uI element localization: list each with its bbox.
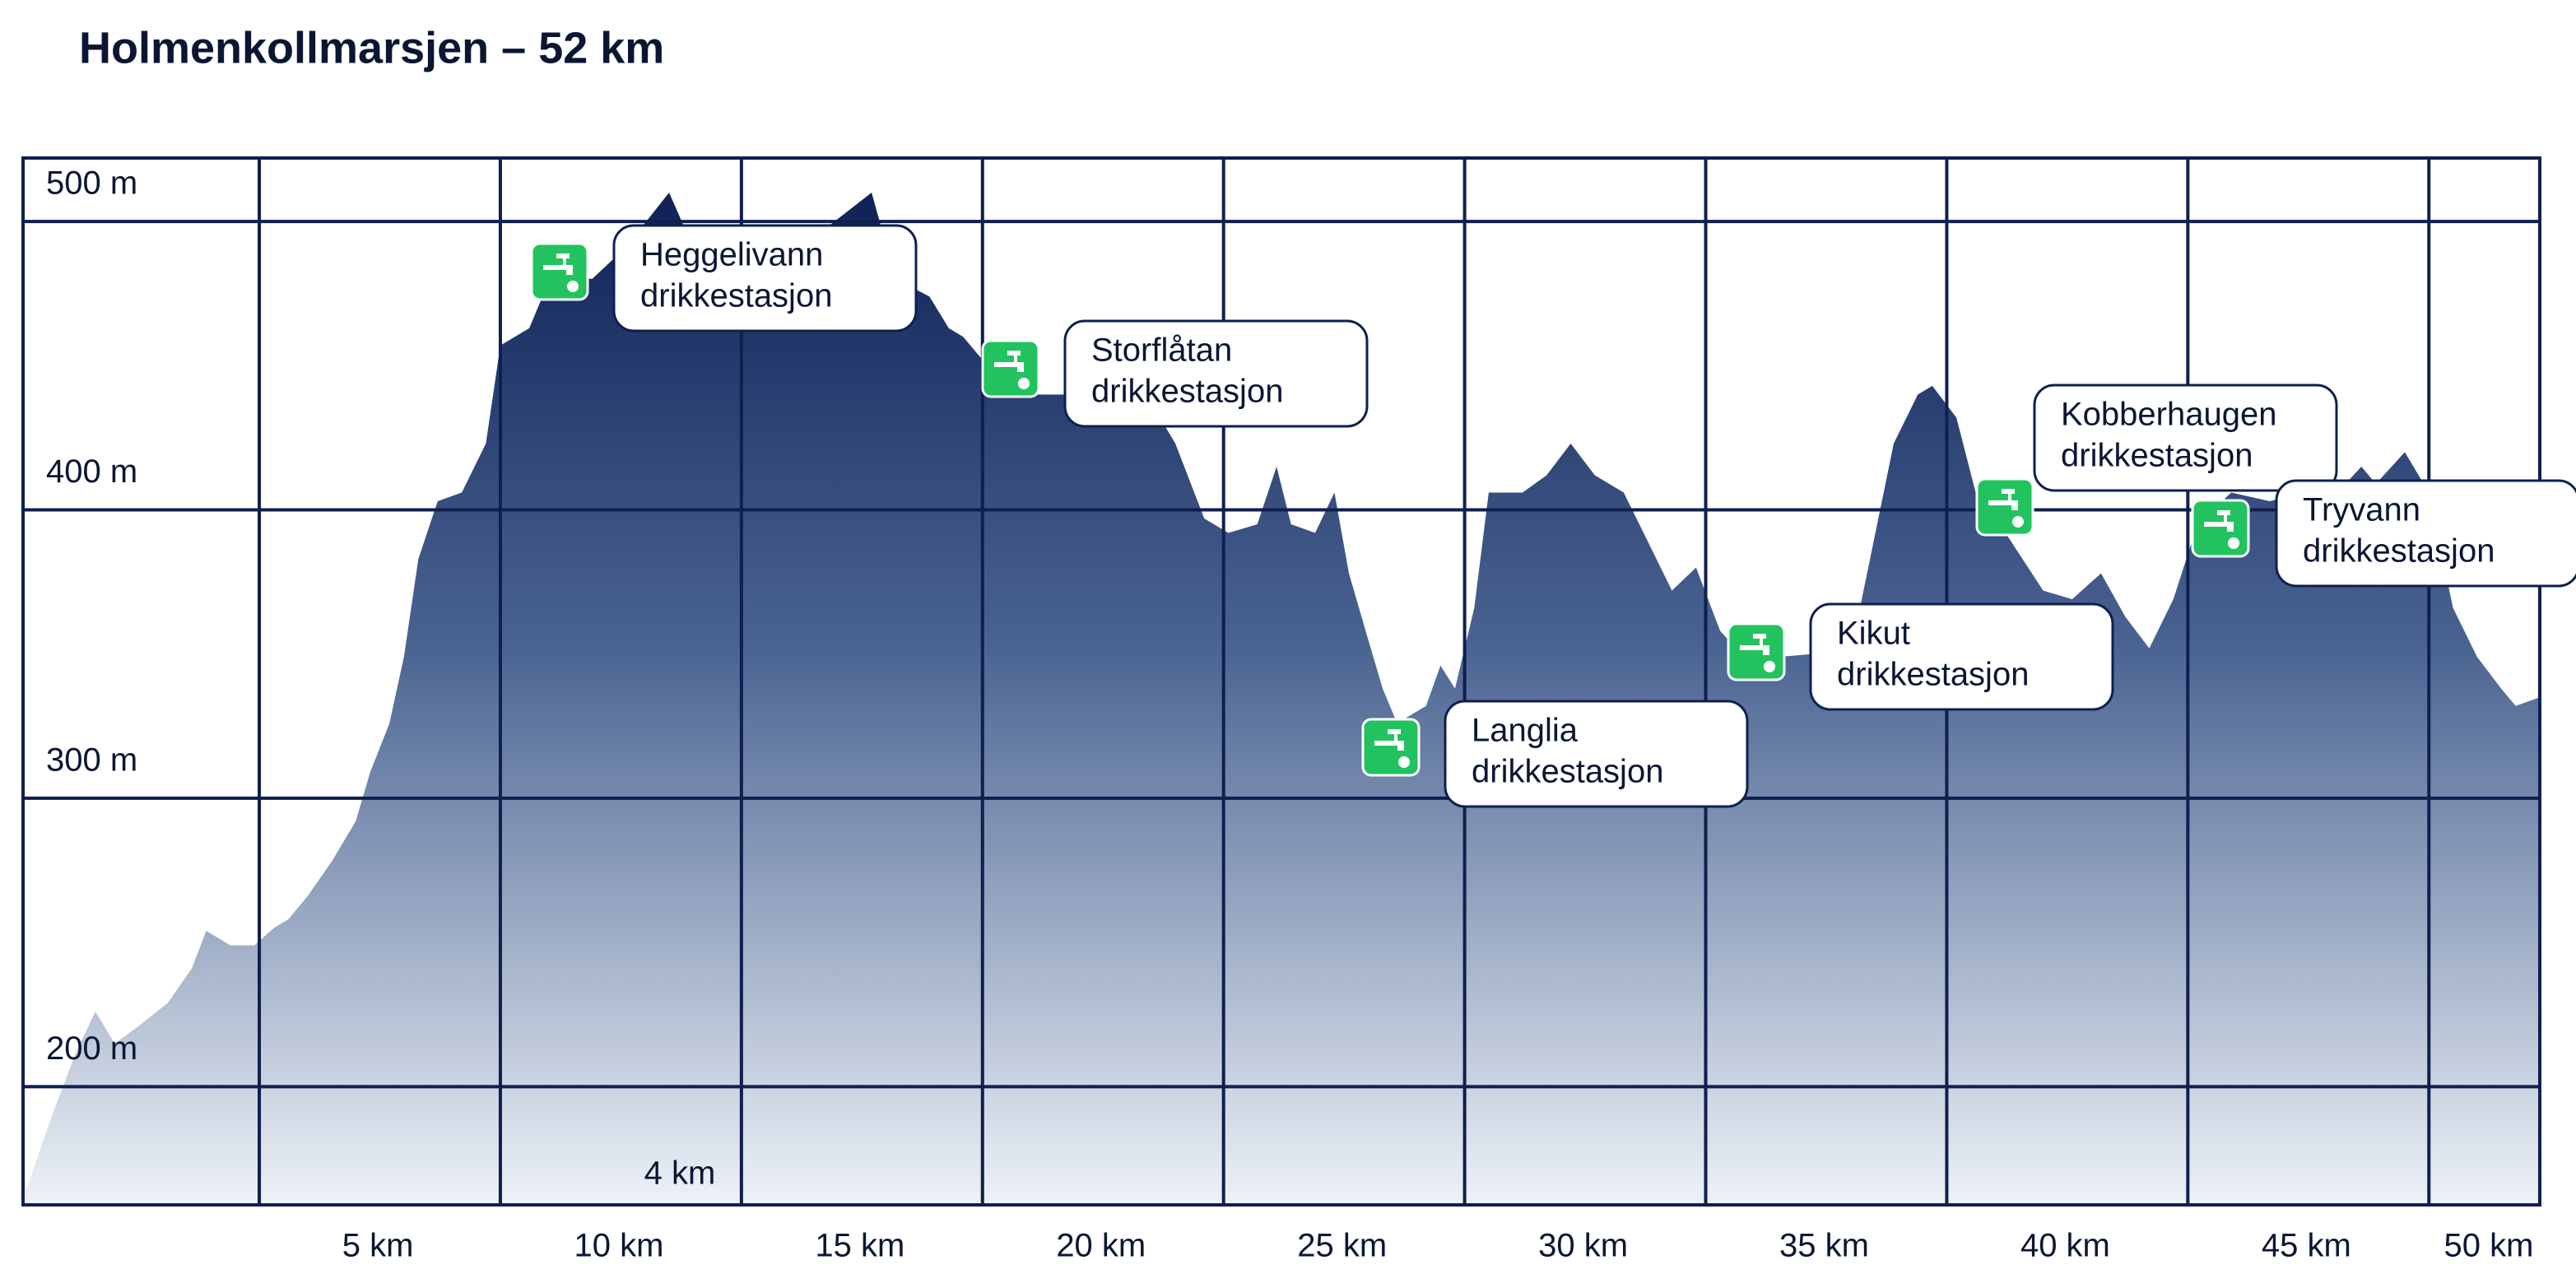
station-icon [1975, 477, 2034, 537]
tap-icon [1988, 489, 2018, 510]
water-station: Kobberhaugen drikkestasjon [1975, 384, 2338, 537]
chart-title: Holmenkollmarsjen – 52 km [79, 23, 664, 72]
station-label-box [1809, 602, 2114, 711]
x-tick-label: 40 km [2020, 1228, 2110, 1264]
x-tick-label: 35 km [1779, 1228, 1869, 1264]
drop-icon [1764, 661, 1775, 672]
tap-icon [543, 253, 573, 275]
plot-frame [21, 156, 2541, 1207]
y-tick-label: 200 m [46, 1030, 137, 1067]
station-icon [530, 242, 589, 301]
station-label-box [1444, 700, 1749, 808]
station-label-box [2275, 479, 2576, 588]
station-label: Kikut [1837, 616, 1910, 652]
y-tick-label: 300 m [46, 742, 137, 778]
station-label: drikkestasjon [1837, 657, 2029, 693]
water-station: Kikut drikkestasjon [1727, 602, 2114, 711]
station-label: Tryvann [2303, 492, 2420, 528]
station-icon [981, 339, 1040, 398]
elevation-area [23, 193, 2540, 1205]
station-label: Heggelivann [640, 237, 823, 273]
station-label: Storflåtan [1091, 332, 1232, 369]
drop-icon [2012, 516, 2024, 528]
x-tick-label: 5 km [342, 1228, 414, 1264]
station-label-box [2033, 384, 2338, 492]
station-label: drikkestasjon [640, 278, 832, 314]
tap-icon [1740, 634, 1769, 655]
station-label: drikkestasjon [1472, 754, 1663, 790]
x-tick-label: 45 km [2262, 1228, 2351, 1264]
x-tick-label: 10 km [574, 1228, 663, 1264]
drop-icon [567, 281, 579, 292]
tap-icon [2204, 510, 2234, 532]
station-label-box [612, 224, 918, 332]
station-label: drikkestasjon [2303, 533, 2495, 570]
station-label-box [1063, 319, 1369, 428]
water-station: Heggelivann drikkestasjon [530, 224, 918, 332]
water-station: Storflåtan drikkestasjon [981, 319, 1369, 428]
x-tick-label: 30 km [1538, 1228, 1628, 1264]
drop-icon [2228, 537, 2239, 549]
drop-icon [1398, 756, 1410, 768]
y-tick-label: 500 m [46, 165, 137, 202]
x-tick-label: 50 km [2444, 1228, 2534, 1264]
tap-icon [994, 351, 1024, 372]
station-icon [1727, 622, 1786, 681]
station-label: drikkestasjon [2061, 438, 2253, 474]
x-tick-label: 25 km [1297, 1228, 1387, 1264]
station-icon [2191, 499, 2250, 558]
water-station: Langlia drikkestasjon [1361, 700, 1749, 808]
station-label: Kobberhaugen [2061, 397, 2276, 433]
y-tick-label: 400 m [46, 453, 137, 490]
annotation: 4 km [644, 1155, 716, 1192]
drop-icon [1018, 378, 1030, 389]
station-icon [1361, 718, 1421, 777]
tap-icon [1374, 729, 1404, 751]
water-station: Tryvann drikkestasjon [2191, 479, 2576, 588]
station-label: drikkestasjon [1091, 374, 1283, 410]
station-label: Langlia [1472, 713, 1579, 749]
x-tick-label: 20 km [1056, 1228, 1146, 1264]
x-tick-label: 15 km [815, 1228, 904, 1264]
